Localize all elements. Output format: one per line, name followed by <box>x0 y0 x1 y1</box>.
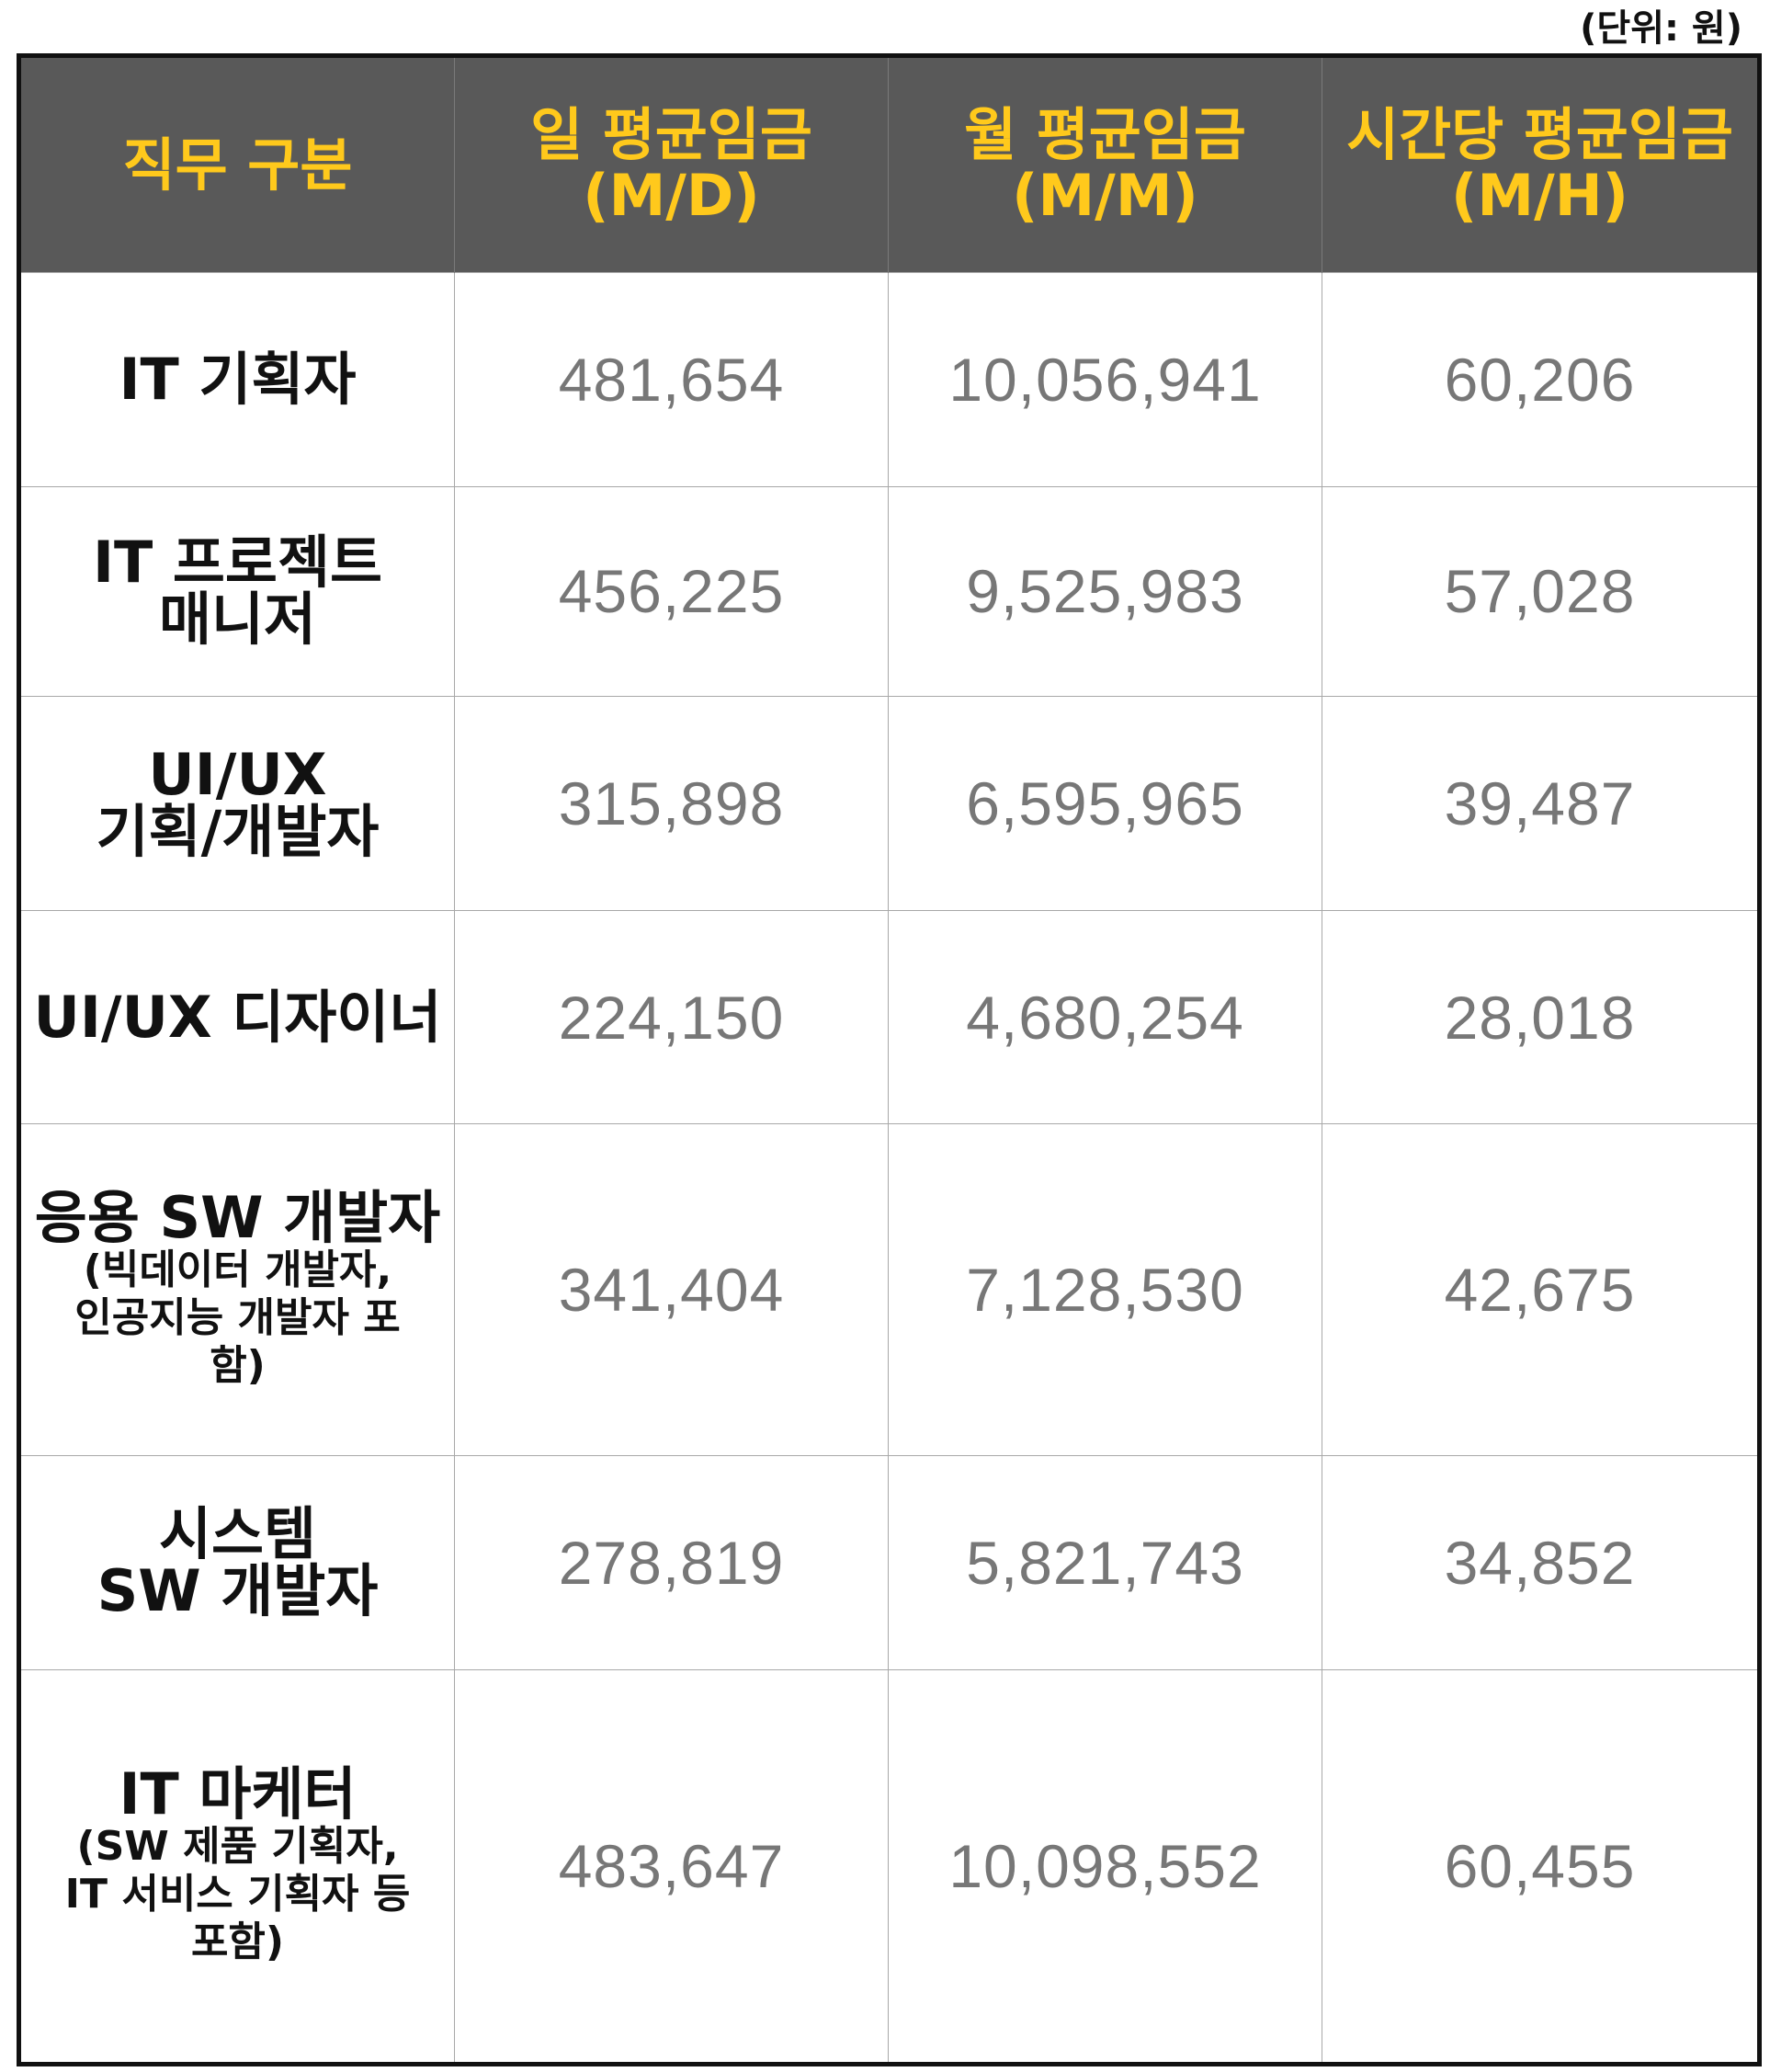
table-header: 직무 구분 일 평균임금 (M/D) 월 평균임금 (M/M) 시간당 평균임금… <box>18 55 1760 273</box>
job-title: IT 마케터 <box>119 1759 357 1827</box>
header-monthly-wage: 월 평균임금 (M/M) <box>888 55 1322 273</box>
monthly-wage-cell: 10,056,941 <box>888 272 1322 487</box>
monthly-wage-cell: 7,128,530 <box>888 1123 1322 1457</box>
job-cell: IT 마케터 (SW 제품 기획자, IT 서비스 기획자 등 포함) <box>18 1668 455 2066</box>
job-cell: IT 프로젝트 매니저 <box>18 485 455 698</box>
table-row: UI/UX 기획/개발자 315,898 6,595,965 39,487 <box>18 696 1760 911</box>
header-hourly-wage: 시간당 평균임금 (M/H) <box>1322 55 1760 273</box>
job-title: 시스템 SW 개발자 <box>96 1500 379 1625</box>
job-cell: 응용 SW 개발자 (빅데이터 개발자, 인공지능 개발자 포 함) <box>18 1123 455 1457</box>
monthly-wage-cell: 4,680,254 <box>888 909 1322 1125</box>
hourly-wage-cell: 28,018 <box>1322 909 1760 1125</box>
job-title: UI/UX 디자이너 <box>33 983 442 1051</box>
table-row: 시스템 SW 개발자 278,819 5,821,743 34,852 <box>18 1455 1760 1670</box>
daily-wage-cell: 224,150 <box>454 909 889 1125</box>
hourly-wage-cell: 42,675 <box>1322 1123 1760 1457</box>
wage-table: 직무 구분 일 평균임금 (M/D) 월 평균임금 (M/M) 시간당 평균임금… <box>17 53 1762 2066</box>
header-daily-wage: 일 평균임금 (M/D) <box>454 55 889 273</box>
job-title: IT 프로젝트 매니저 <box>92 529 383 654</box>
daily-wage-cell: 483,647 <box>454 1668 889 2066</box>
job-title: UI/UX 기획/개발자 <box>96 740 380 865</box>
header-row: 직무 구분 일 평균임금 (M/D) 월 평균임금 (M/M) 시간당 평균임금… <box>18 55 1760 273</box>
monthly-wage-cell: 10,098,552 <box>888 1668 1322 2066</box>
table-row: IT 마케터 (SW 제품 기획자, IT 서비스 기획자 등 포함) 483,… <box>18 1668 1760 2066</box>
monthly-wage-cell: 5,821,743 <box>888 1455 1322 1670</box>
job-title: 응용 SW 개발자 <box>34 1184 441 1252</box>
job-subtitle: (빅데이터 개발자, 인공지능 개발자 포 함) <box>74 1247 401 1390</box>
monthly-wage-cell: 6,595,965 <box>888 696 1322 911</box>
hourly-wage-cell: 60,206 <box>1322 272 1760 487</box>
daily-wage-cell: 341,404 <box>454 1123 889 1457</box>
header-job-category: 직무 구분 <box>18 55 455 273</box>
table-row: IT 프로젝트 매니저 456,225 9,525,983 57,028 <box>18 485 1760 698</box>
daily-wage-cell: 481,654 <box>454 272 889 487</box>
job-cell: UI/UX 디자이너 <box>18 909 455 1125</box>
hourly-wage-cell: 34,852 <box>1322 1455 1760 1670</box>
job-title: IT 기획자 <box>119 345 357 413</box>
hourly-wage-cell: 39,487 <box>1322 696 1760 911</box>
job-subtitle: (SW 제품 기획자, IT 서비스 기획자 등 포함) <box>64 1822 411 1965</box>
table-row: UI/UX 디자이너 224,150 4,680,254 28,018 <box>18 909 1760 1125</box>
monthly-wage-cell: 9,525,983 <box>888 485 1322 698</box>
job-cell: 시스템 SW 개발자 <box>18 1455 455 1670</box>
table-row: IT 기획자 481,654 10,056,941 60,206 <box>18 272 1760 487</box>
daily-wage-cell: 456,225 <box>454 485 889 698</box>
unit-note: (단위: 원) <box>1580 7 1742 50</box>
daily-wage-cell: 278,819 <box>454 1455 889 1670</box>
daily-wage-cell: 315,898 <box>454 696 889 911</box>
hourly-wage-cell: 60,455 <box>1322 1668 1760 2066</box>
job-cell: IT 기획자 <box>18 272 455 487</box>
table-body: IT 기획자 481,654 10,056,941 60,206 IT 프로젝트… <box>18 272 1760 2066</box>
job-cell: UI/UX 기획/개발자 <box>18 696 455 911</box>
table-row: 응용 SW 개발자 (빅데이터 개발자, 인공지능 개발자 포 함) 341,4… <box>18 1123 1760 1457</box>
hourly-wage-cell: 57,028 <box>1322 485 1760 698</box>
